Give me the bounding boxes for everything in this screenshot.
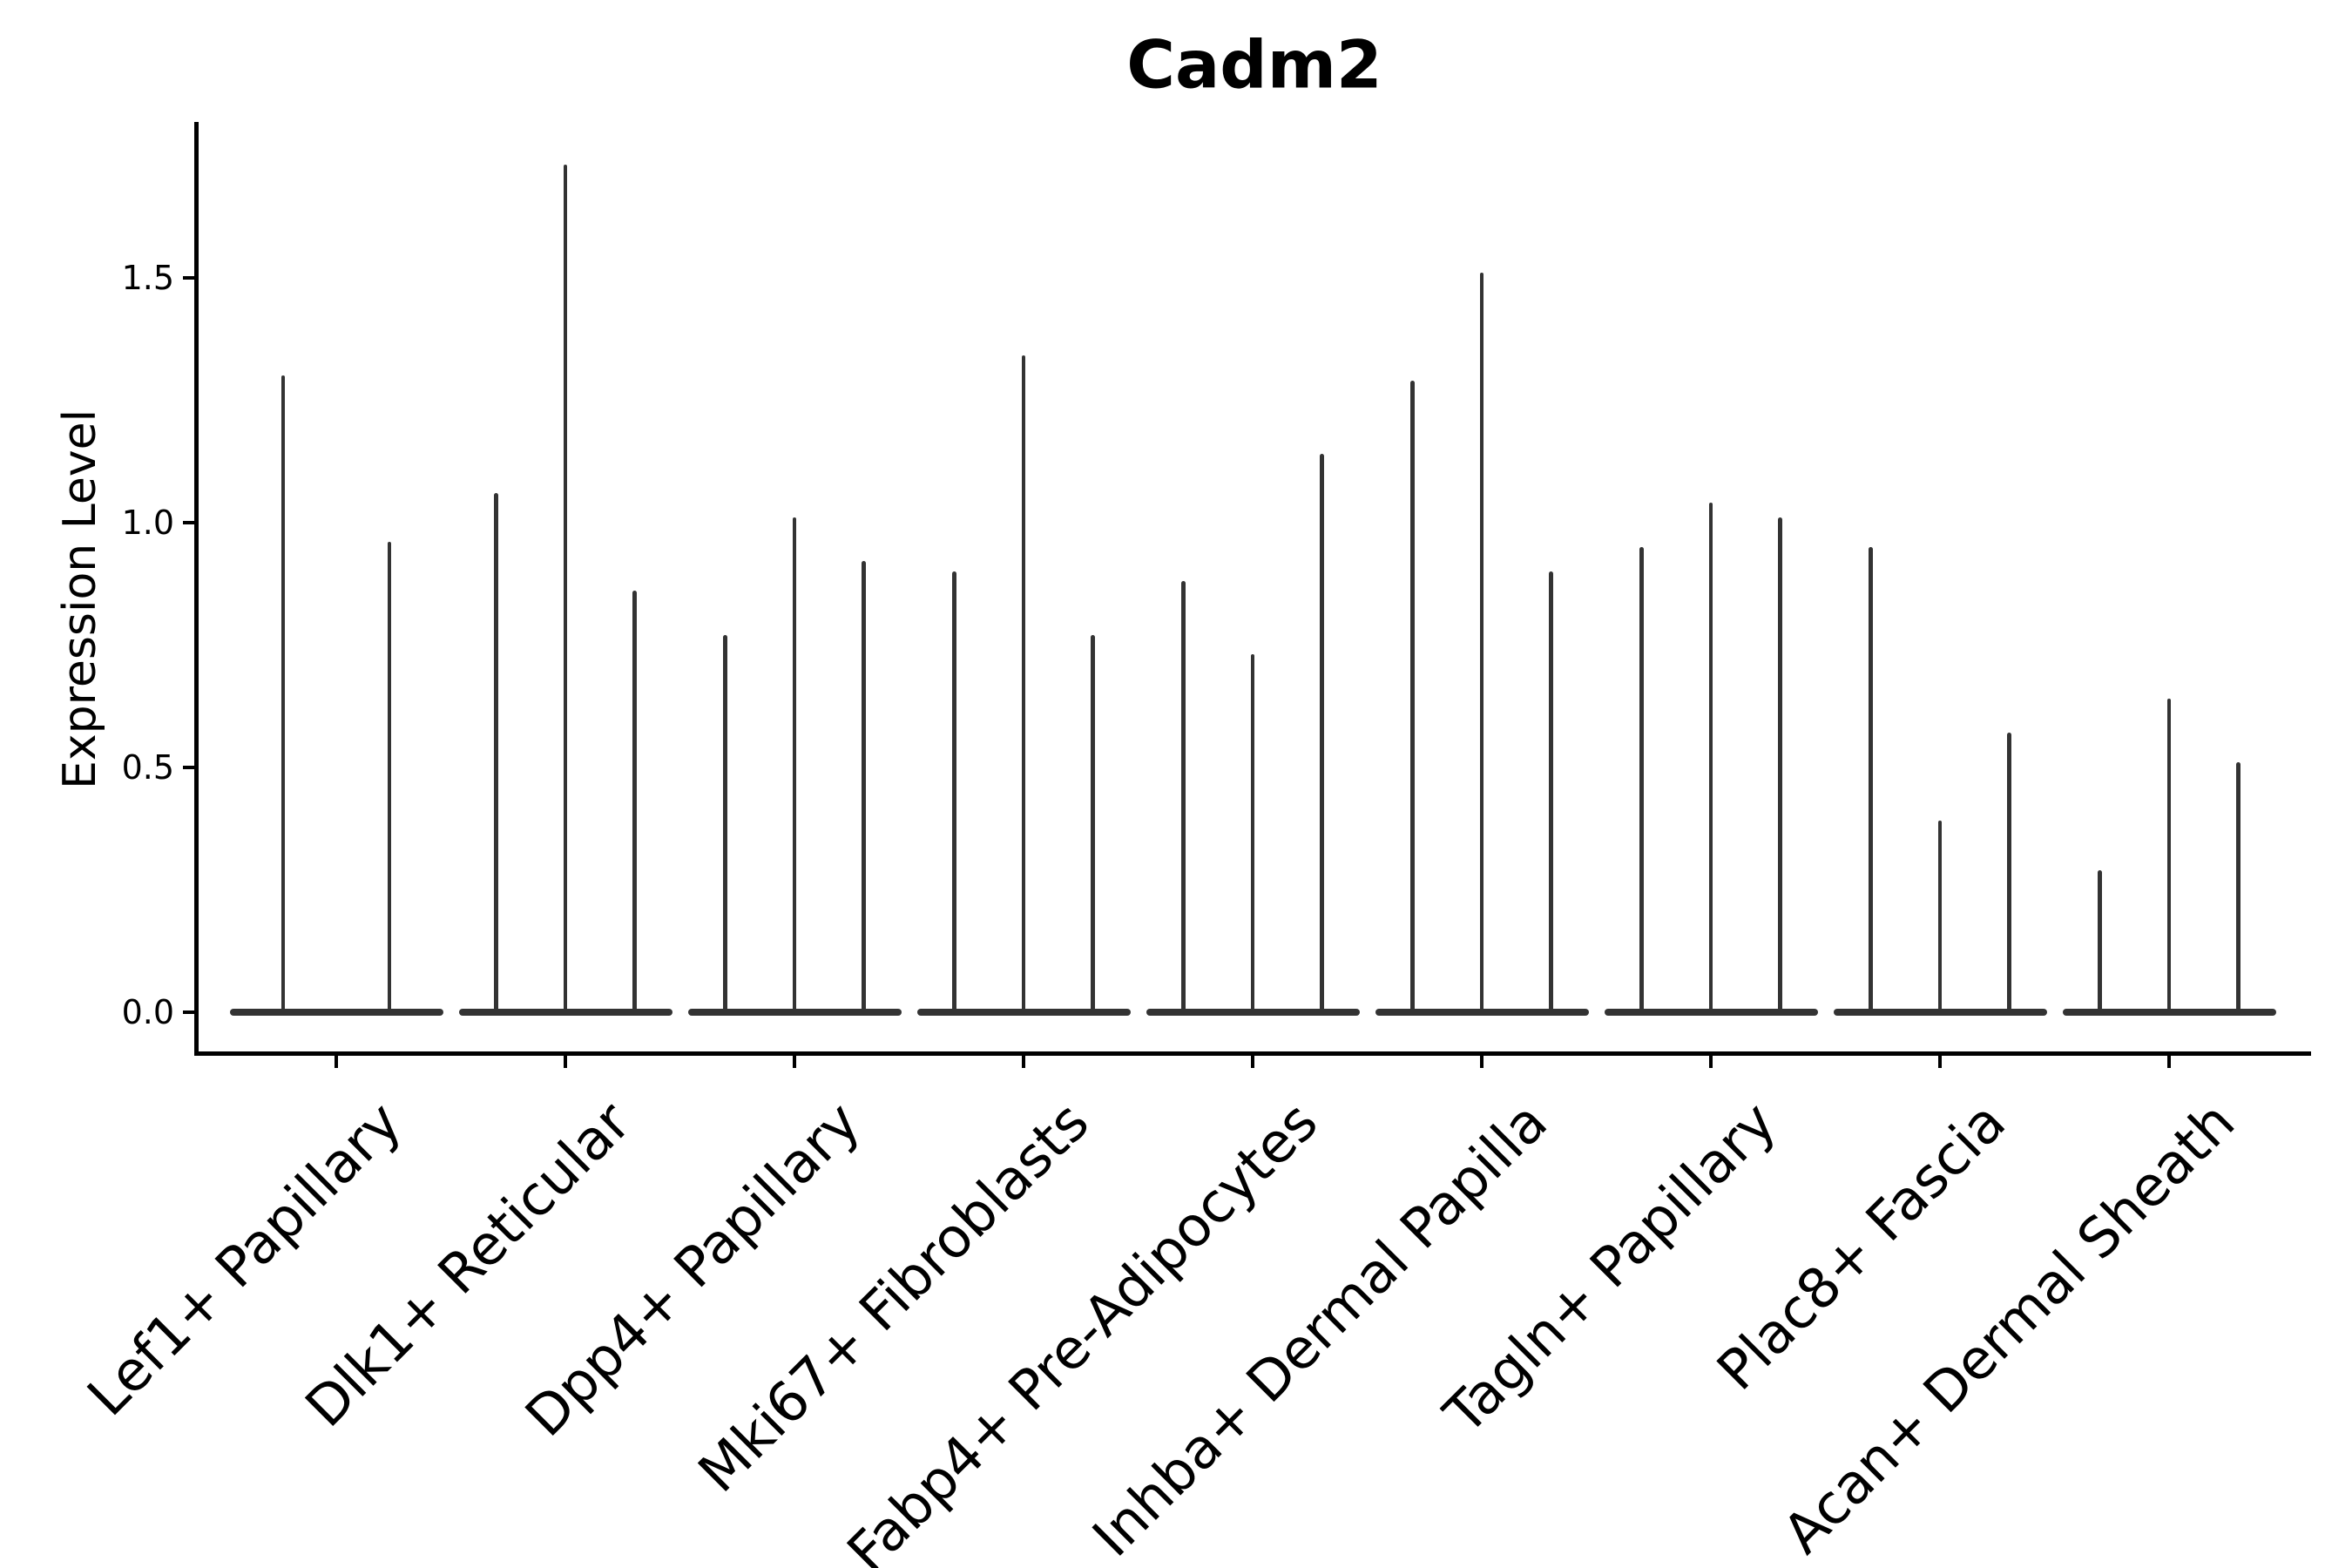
x-tick-mark [1480,1056,1484,1068]
violin-spike [952,571,956,1016]
y-axis-line [194,122,199,1056]
violin-spike [1869,546,1873,1016]
violin-spike [1549,571,1553,1016]
violin-spike [1410,380,1415,1016]
violin-spike [2166,698,2172,1016]
violin-spike [632,591,637,1016]
x-tick-label: Fabp4+ Pre-Adipocytes [835,1090,1330,1568]
x-tick-mark [793,1056,796,1068]
violin-spike [1250,654,1255,1016]
violin-spike [2098,869,2102,1016]
violin-spike [1021,355,1026,1016]
y-tick-mark [183,1010,194,1014]
violin-spike [862,561,866,1016]
violin-base [229,1008,443,1016]
violin-spike [1091,634,1095,1016]
violin-spike [2007,733,2011,1016]
x-tick-mark [2167,1056,2171,1068]
x-tick-mark [564,1056,567,1068]
violin-spike [723,634,727,1016]
violin-spike [792,517,797,1016]
x-tick-mark [1022,1056,1025,1068]
x-tick-mark [1709,1056,1713,1068]
x-tick-label: Mki67+ Fibroblasts [686,1090,1101,1505]
x-tick-label: Acan+ Dermal Sheath [1770,1090,2247,1566]
violin-spike [1181,580,1186,1016]
violin-spike [2236,761,2240,1016]
violin-spike [563,165,568,1016]
y-tick-label: 0.5 [121,747,174,787]
violin-spike [1479,272,1484,1016]
y-tick-mark [183,275,194,280]
violin-spike [1320,453,1324,1016]
y-tick-label: 1.5 [121,258,174,297]
y-tick-label: 0.0 [121,992,174,1031]
x-tick-mark [335,1056,338,1068]
violin-spike [280,375,286,1016]
y-tick-mark [183,520,194,524]
violin-spike [1937,821,1943,1016]
figure-title: Cadm2 [1126,25,1382,104]
x-axis-line [194,1051,2311,1056]
violin-spike [1708,503,1713,1016]
x-tick-mark [1251,1056,1254,1068]
violin-spike [387,541,392,1016]
x-tick-label: Inhba+ Dermal Papilla [1080,1090,1559,1568]
y-tick-label: 1.0 [121,503,174,542]
x-tick-mark [1938,1056,1942,1068]
violin-spike [494,492,498,1016]
violin-spike [1778,517,1782,1016]
y-tick-mark [183,765,194,769]
violin-spike [1639,546,1644,1016]
